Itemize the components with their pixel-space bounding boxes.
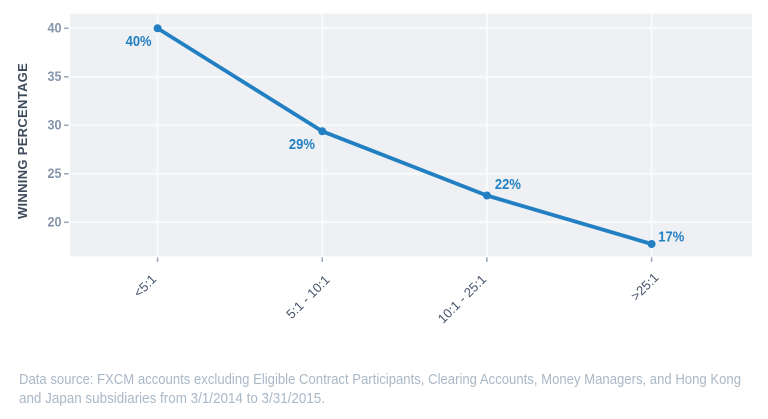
svg-text:10:1 - 25:1: 10:1 - 25:1 bbox=[435, 272, 490, 327]
svg-text:22%: 22% bbox=[495, 176, 521, 193]
svg-text:40: 40 bbox=[48, 20, 62, 36]
svg-text:>25:1: >25:1 bbox=[628, 270, 662, 304]
svg-text:20: 20 bbox=[48, 214, 62, 230]
svg-text:<5:1: <5:1 bbox=[131, 271, 160, 300]
svg-text:30: 30 bbox=[48, 117, 62, 133]
svg-text:35: 35 bbox=[48, 68, 62, 84]
svg-text:40%: 40% bbox=[126, 33, 152, 50]
svg-text:5:1 - 10:1: 5:1 - 10:1 bbox=[283, 272, 332, 321]
svg-text:17%: 17% bbox=[658, 228, 684, 245]
svg-text:29%: 29% bbox=[289, 136, 315, 153]
svg-text:Data source: FXCM accounts exc: Data source: FXCM accounts excluding Eli… bbox=[19, 371, 745, 407]
svg-text:25: 25 bbox=[48, 165, 62, 181]
svg-text:WINNING PERCENTAGE: WINNING PERCENTAGE bbox=[15, 63, 30, 219]
